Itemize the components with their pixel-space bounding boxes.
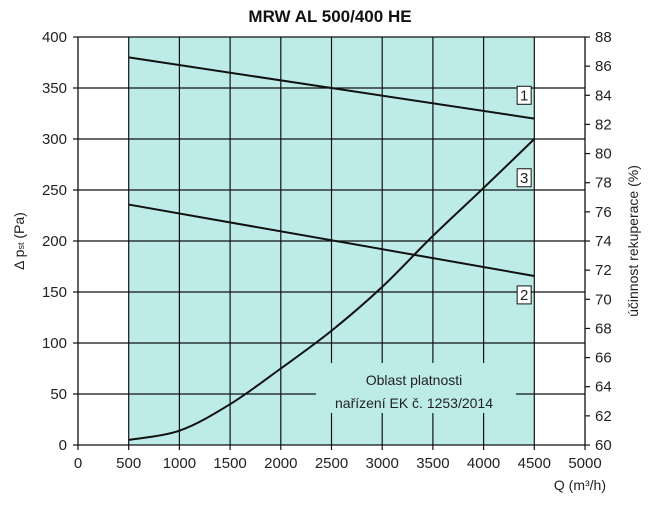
x-tick-label: 5000 xyxy=(568,455,601,472)
y-tick-label: 350 xyxy=(42,80,67,97)
y2-axis-label: účinnost rekuperace (%) xyxy=(625,165,641,317)
x-tick-label: 1000 xyxy=(163,455,196,472)
y2-tick-label: 78 xyxy=(595,175,612,192)
region-label-background xyxy=(316,363,516,413)
x-tick-label: 3000 xyxy=(366,455,399,472)
series-label-2: 2 xyxy=(520,287,528,304)
y2-tick-label: 82 xyxy=(595,116,612,133)
series-label-box-3 xyxy=(516,168,532,188)
y2-tick-label: 88 xyxy=(595,29,612,46)
y2-tick-label: 66 xyxy=(595,350,612,367)
x-tick-label: 2500 xyxy=(315,455,348,472)
series-line-1 xyxy=(128,56,535,120)
series-line-2 xyxy=(128,203,535,277)
region-label-line2: nařízení EK č. 1253/2014 xyxy=(335,395,493,411)
x-tick-label: 3500 xyxy=(416,455,449,472)
x-tick-label: 2000 xyxy=(264,455,297,472)
y-tick-label: 100 xyxy=(42,335,67,352)
y-tick-label: 300 xyxy=(42,131,67,148)
y2-tick-label: 74 xyxy=(595,233,612,250)
series-label-box-2 xyxy=(516,285,532,305)
y2-tick-label: 80 xyxy=(595,146,612,163)
y2-tick-label: 68 xyxy=(595,320,612,337)
x-tick-label: 500 xyxy=(116,455,141,472)
y2-tick-label: 86 xyxy=(595,58,612,75)
series-label-1: 1 xyxy=(520,87,528,104)
y2-tick-label: 76 xyxy=(595,204,612,221)
series-label-3: 3 xyxy=(520,170,528,187)
y-tick-label: 50 xyxy=(50,386,67,403)
y2-tick-label: 60 xyxy=(595,437,612,454)
y-axis-label: Δ pst (Pa) xyxy=(11,212,27,270)
y-tick-label: 200 xyxy=(42,233,67,250)
x-tick-label: 4500 xyxy=(518,455,551,472)
x-tick-label: 0 xyxy=(74,455,82,472)
y2-tick-label: 64 xyxy=(595,379,612,396)
series-label-box-1 xyxy=(516,85,532,105)
region-label-line1: Oblast platnosti xyxy=(366,372,463,388)
x-axis-label: Q (m³/h) xyxy=(554,477,606,493)
series-line-3 xyxy=(128,138,535,441)
y2-tick-label: 72 xyxy=(595,262,612,279)
y2-tick-label: 62 xyxy=(595,408,612,425)
y-tick-label: 0 xyxy=(59,437,67,454)
y2-tick-label: 84 xyxy=(595,87,612,104)
y-tick-label: 150 xyxy=(42,284,67,301)
chart-title: MRW AL 500/400 HE xyxy=(248,7,411,26)
y-tick-label: 400 xyxy=(42,29,67,46)
x-tick-label: 1500 xyxy=(213,455,246,472)
x-tick-label: 4000 xyxy=(467,455,500,472)
y-tick-label: 250 xyxy=(42,182,67,199)
y2-tick-label: 70 xyxy=(595,291,612,308)
